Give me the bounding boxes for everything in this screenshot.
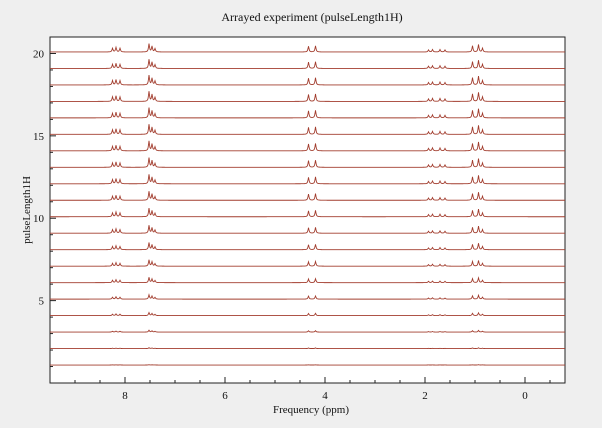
y-tick-label: 15 [33, 131, 45, 143]
x-tick-label: 6 [222, 390, 228, 402]
spectrum-trace [50, 208, 565, 218]
y-tick-label: 5 [39, 296, 45, 308]
spectrum-trace [50, 311, 565, 317]
spectrum-trace [50, 174, 565, 185]
x-tick-label: 4 [322, 390, 328, 402]
spectrum-traces [50, 43, 565, 366]
spectrum-trace [50, 225, 565, 234]
spectrum-trace [50, 347, 565, 349]
x-axis: 8 6 4 2 0 [74, 377, 551, 402]
spectrum-trace [50, 276, 565, 284]
spectrum-trace [50, 259, 565, 267]
spectrum-trace [50, 293, 565, 300]
chart-title: Arrayed experiment (pulseLength1H) [221, 10, 402, 24]
spectrum-trace [50, 59, 565, 69]
spectrum-trace [50, 124, 565, 135]
spectrum-trace [50, 242, 565, 251]
x-axis-label: Frequency (ppm) [273, 404, 349, 416]
x-tick-label: 2 [422, 390, 428, 402]
y-axis: 5 10 15 20 [33, 48, 56, 368]
x-tick-label: 8 [122, 390, 128, 402]
spectrum-trace [50, 157, 565, 168]
y-tick-label: 10 [33, 213, 45, 225]
x-tick-label: 0 [522, 390, 528, 402]
spectrum-trace [50, 329, 565, 333]
spectrum-trace [50, 91, 565, 102]
spectrum-trace [50, 191, 565, 201]
y-tick-label: 20 [33, 48, 45, 60]
spectrum-trace [50, 107, 565, 119]
plot-area [49, 36, 566, 384]
y-axis-label: pulseLength1H [21, 176, 33, 244]
spectrum-trace [50, 43, 565, 53]
spectrum-trace [50, 74, 565, 86]
spectrum-trace [50, 140, 565, 152]
